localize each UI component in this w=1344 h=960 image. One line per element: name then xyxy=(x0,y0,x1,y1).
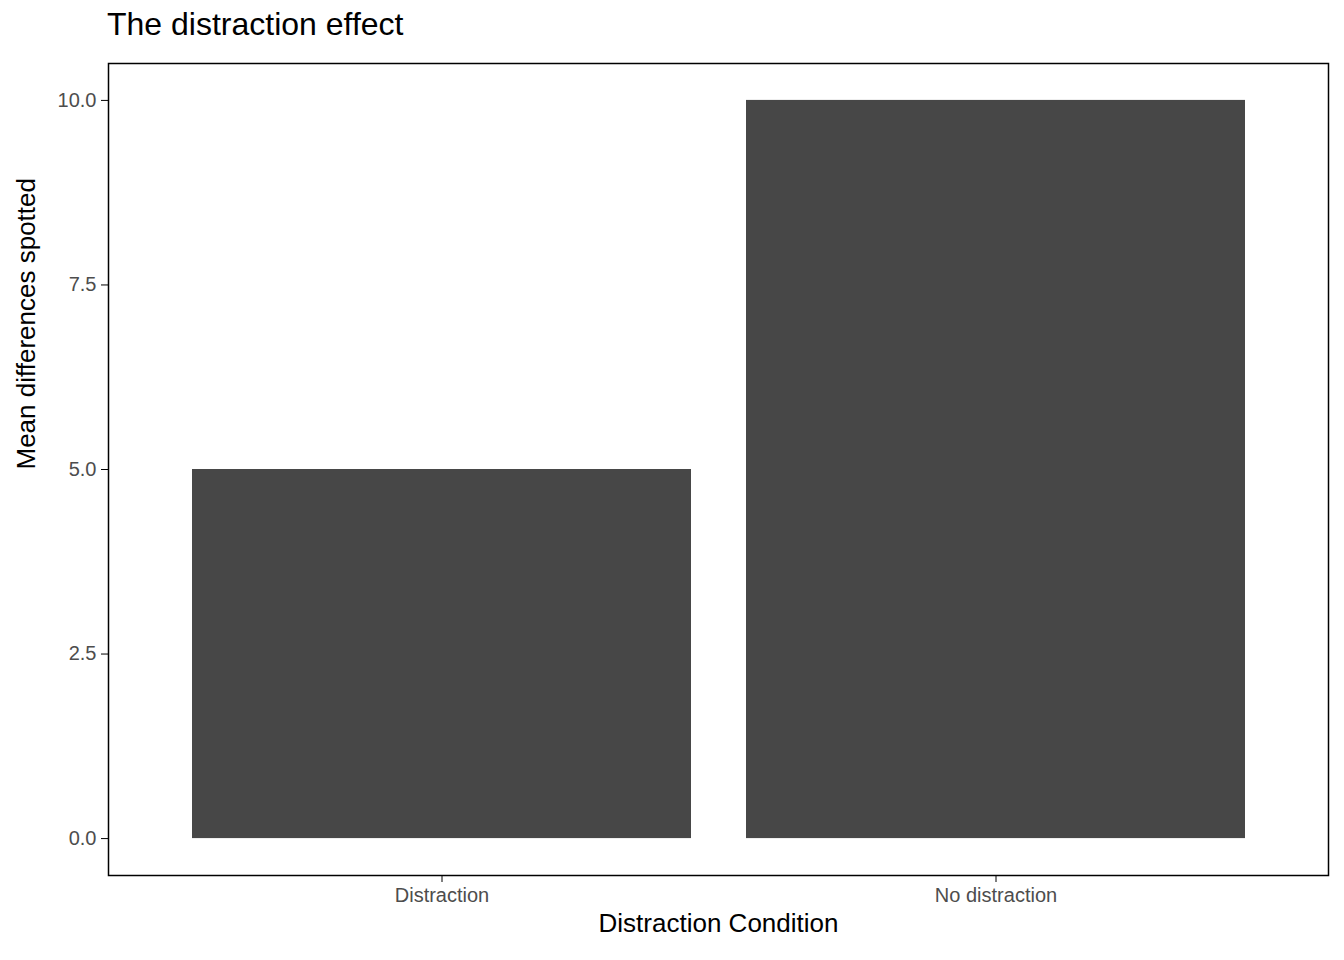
svg-text:Distraction: Distraction xyxy=(395,884,489,906)
svg-text:7.5: 7.5 xyxy=(69,273,97,295)
svg-text:Distraction Condition: Distraction Condition xyxy=(599,908,839,938)
svg-text:0.0: 0.0 xyxy=(69,827,97,849)
html-text:The distraction effect: The distraction effect xyxy=(107,6,404,42)
svg-text:2.5: 2.5 xyxy=(69,642,97,664)
svg-text:No distraction: No distraction xyxy=(935,884,1057,906)
svg-text:5.0: 5.0 xyxy=(69,458,97,480)
svg-text:Mean differences spotted: Mean differences spotted xyxy=(11,178,41,469)
svg-text:10.0: 10.0 xyxy=(58,89,97,111)
